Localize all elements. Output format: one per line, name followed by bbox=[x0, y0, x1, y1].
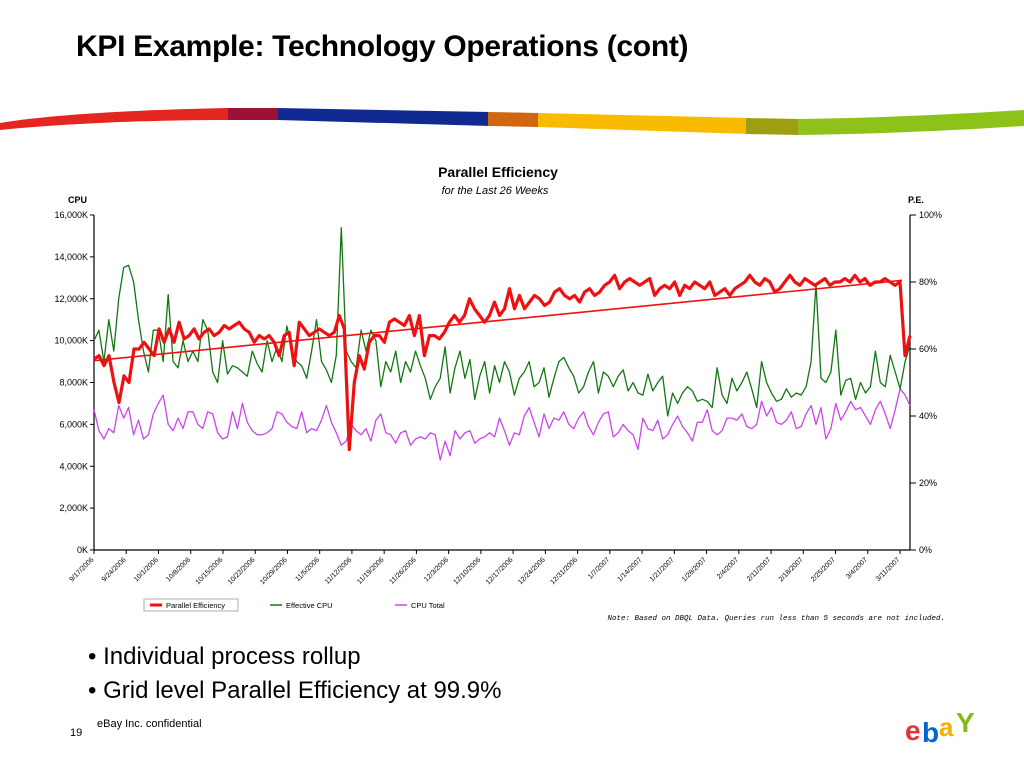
ebay-logo: e b a Y bbox=[905, 708, 977, 746]
slide-title: KPI Example: Technology Operations (cont… bbox=[76, 30, 689, 63]
x-tick-label: 10/15/2006 bbox=[195, 556, 225, 586]
chart-subtitle: for the Last 26 Weeks bbox=[442, 185, 549, 197]
svg-text:Y: Y bbox=[956, 708, 975, 738]
x-tick-label: 10/8/2006 bbox=[165, 556, 192, 583]
x-tick-label: 12/24/2006 bbox=[517, 556, 547, 586]
x-tick-label: 12/3/2006 bbox=[423, 556, 450, 583]
x-tick-label: 3/4/2007 bbox=[845, 556, 869, 580]
brand-color-stripe bbox=[0, 108, 1024, 135]
x-tick-label: 2/18/2007 bbox=[778, 556, 805, 583]
x-tick-label: 11/19/2006 bbox=[356, 556, 385, 585]
series-line-parallel-efficiency bbox=[93, 273, 912, 452]
chart-container: Parallel Efficiency for the Last 26 Week… bbox=[40, 155, 970, 625]
right-tick-label: 40% bbox=[919, 411, 937, 421]
x-tick-label: 1/7/2007 bbox=[587, 556, 611, 580]
x-tick-label: 11/12/2006 bbox=[324, 556, 353, 585]
right-tick-label: 100% bbox=[919, 210, 942, 220]
page-number: 19 bbox=[70, 727, 83, 739]
left-tick-label: 10,000K bbox=[54, 336, 88, 346]
x-tick-label: 2/11/2007 bbox=[746, 556, 773, 583]
stripe-yellow bbox=[538, 113, 748, 134]
x-tick-label: 12/10/2006 bbox=[453, 556, 483, 586]
trend-line-parallel-efficiency bbox=[93, 279, 903, 362]
right-tick-label: 60% bbox=[919, 344, 937, 354]
svg-text:e: e bbox=[905, 715, 920, 746]
stripe-green bbox=[798, 110, 1024, 135]
x-tick-label: 9/24/2006 bbox=[101, 556, 128, 583]
footer-confidential: eBay Inc. confidential bbox=[97, 718, 202, 730]
x-tick-label: 3/11/2007 bbox=[875, 556, 902, 583]
chart-note: Note: Based on DBQL Data. Queries run le… bbox=[607, 615, 945, 623]
right-axis-title: P.E. bbox=[908, 195, 924, 205]
left-tick-label: 12,000K bbox=[54, 294, 88, 304]
x-tick-label: 1/28/2007 bbox=[681, 556, 708, 583]
legend-label: Effective CPU bbox=[286, 601, 333, 610]
stripe-red bbox=[0, 108, 230, 130]
bullet-item: Grid level Parallel Efficiency at 99.9% bbox=[88, 674, 501, 708]
svg-text:b: b bbox=[922, 717, 938, 746]
legend-selected-box bbox=[143, 598, 239, 612]
left-axis-title: CPU bbox=[68, 195, 87, 205]
x-tick-label: 9/17/2006 bbox=[68, 556, 95, 583]
left-tick-label: 8,000K bbox=[59, 378, 88, 388]
x-tick-label: 12/17/2006 bbox=[485, 556, 515, 586]
series-line-cpu-total bbox=[93, 388, 911, 461]
stripe-orange bbox=[488, 112, 540, 127]
bullet-list: Individual process rollup Grid level Par… bbox=[88, 640, 502, 708]
right-tick-label: 20% bbox=[919, 478, 937, 488]
legend-label: CPU Total bbox=[411, 601, 445, 610]
left-tick-label: 16,000K bbox=[54, 210, 88, 220]
legend-label: Parallel Efficiency bbox=[166, 601, 225, 610]
left-tick-label: 4,000K bbox=[59, 461, 88, 471]
x-tick-label: 2/25/2007 bbox=[810, 556, 837, 583]
stripe-olive bbox=[746, 118, 800, 135]
left-tick-label: 0K bbox=[77, 545, 88, 555]
right-tick-label: 80% bbox=[919, 277, 937, 287]
svg-text:a: a bbox=[939, 712, 954, 742]
x-tick-label: 12/31/2006 bbox=[549, 556, 579, 586]
stripe-maroon bbox=[228, 108, 280, 120]
x-tick-label: 10/1/2006 bbox=[133, 556, 160, 583]
x-tick-label: 1/21/2007 bbox=[649, 556, 676, 583]
x-tick-label: 11/5/2006 bbox=[294, 556, 321, 583]
parallel-efficiency-chart: Parallel Efficiency for the Last 26 Week… bbox=[54, 164, 945, 623]
right-tick-label: 0% bbox=[919, 545, 932, 555]
bullet-item: Individual process rollup bbox=[88, 640, 502, 674]
stripe-blue bbox=[278, 108, 490, 126]
series-line-effective-cpu bbox=[93, 226, 911, 417]
x-tick-label: 2/4/2007 bbox=[716, 556, 740, 580]
left-tick-label: 2,000K bbox=[59, 503, 88, 513]
left-tick-label: 14,000K bbox=[54, 252, 88, 262]
left-tick-label: 6,000K bbox=[59, 419, 88, 429]
chart-title: Parallel Efficiency bbox=[438, 164, 558, 180]
x-tick-label: 10/22/2006 bbox=[227, 556, 257, 586]
x-tick-label: 1/14/2007 bbox=[617, 556, 644, 583]
x-tick-label: 11/26/2006 bbox=[388, 556, 417, 585]
x-tick-label: 10/29/2006 bbox=[259, 556, 289, 586]
